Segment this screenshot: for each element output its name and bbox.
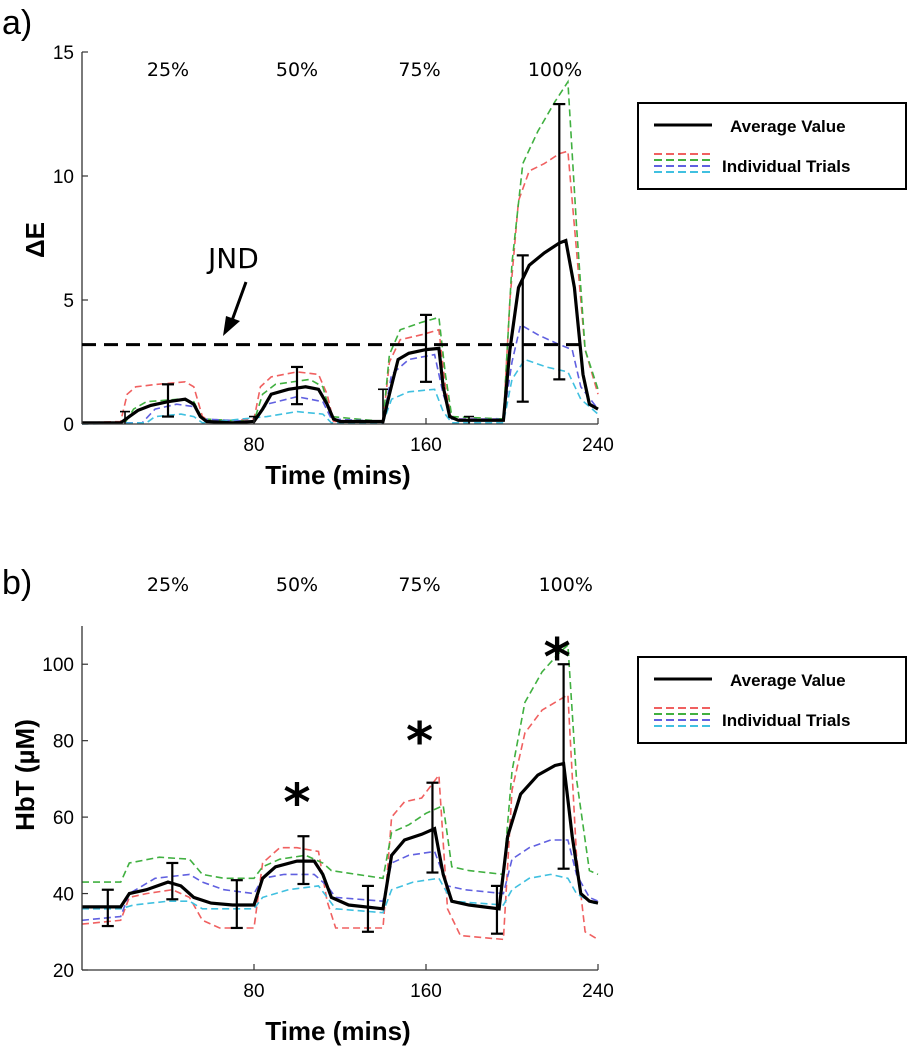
- phase-label: 75%: [398, 59, 440, 81]
- error-bar: [490, 884, 503, 935]
- legend-average-label: Average Value: [730, 117, 846, 136]
- x-tick-label: 240: [582, 981, 614, 1002]
- panel-b-label: b): [2, 564, 32, 602]
- y-tick-label: 15: [53, 43, 74, 64]
- error-bar: [230, 879, 243, 930]
- y-tick-label: 5: [63, 291, 74, 312]
- legend-trials-label: Individual Trials: [722, 711, 850, 730]
- average-value-line: [82, 761, 599, 911]
- panel-a-label: a): [2, 4, 32, 42]
- y-tick-label: 80: [53, 732, 74, 753]
- individual-trial-line-2: [82, 643, 599, 883]
- error-bar: [557, 663, 570, 870]
- jnd-label: JND: [206, 242, 259, 275]
- phase-label: 25%: [147, 574, 189, 596]
- error-bar: [101, 888, 114, 928]
- legend-trials-label: Individual Trials: [722, 157, 850, 176]
- x-tick-label: 80: [243, 981, 264, 1002]
- phase-label: 50%: [276, 59, 318, 81]
- error-bar: [162, 383, 174, 418]
- legend-trials-swatch: [654, 707, 712, 727]
- average-value-line: [82, 238, 599, 425]
- error-bar: [166, 861, 179, 901]
- individual-trial-line-4: [81, 358, 599, 425]
- y-tick-label: 10: [53, 167, 74, 188]
- phase-label: 100%: [528, 59, 582, 81]
- y-tick-label: 20: [53, 961, 74, 982]
- jnd-arrow: [223, 281, 248, 336]
- panel-a-x-axis-label: Time (mins): [265, 460, 410, 490]
- error-bar: [361, 884, 374, 933]
- y-tick-label: 0: [63, 415, 74, 436]
- individual-trial-line-4: [82, 873, 599, 914]
- individual-trial-line-3: [82, 323, 599, 424]
- range-mark: [378, 388, 388, 424]
- error-bar: [553, 102, 566, 381]
- range-mark: [464, 415, 474, 424]
- panel-a-y-axis-label: ΔE: [20, 222, 50, 258]
- individual-trial-line-2: [82, 79, 599, 424]
- x-tick-label: 240: [582, 435, 614, 456]
- x-tick-label: 80: [243, 435, 264, 456]
- individual-trial-line-3: [81, 839, 599, 922]
- x-tick-label: 160: [410, 981, 442, 1002]
- panel-a-legend: Average Value Individual Trials: [637, 102, 907, 190]
- individual-trial-line-1: [81, 150, 599, 424]
- error-bar: [291, 365, 303, 406]
- y-tick-label: 60: [53, 808, 74, 829]
- phase-label: 100%: [539, 574, 593, 596]
- phase-label: 25%: [147, 59, 189, 81]
- error-bar: [426, 781, 439, 874]
- panel-b-legend: Average Value Individual Trials: [637, 656, 907, 744]
- range-mark: [120, 410, 130, 424]
- significance-star: *: [283, 773, 310, 833]
- y-tick-label: 100: [42, 655, 74, 676]
- legend-average-label: Average Value: [730, 671, 846, 690]
- individual-trial-line-1: [81, 693, 599, 941]
- y-tick-label: 40: [53, 885, 74, 906]
- phase-label: 50%: [276, 574, 318, 596]
- significance-star: *: [544, 628, 571, 688]
- error-bar: [420, 313, 432, 383]
- significance-star: *: [406, 712, 433, 772]
- error-bar: [516, 254, 529, 403]
- error-bar: [297, 835, 310, 886]
- legend-trials-swatch: [654, 153, 712, 173]
- x-tick-label: 160: [410, 435, 442, 456]
- panel-a-chart: a) 80 160 240 0 5 10 15 JND Time (mins) ΔE 25%…: [2, 4, 907, 490]
- panel-b-x-axis-label: Time (mins): [265, 1016, 410, 1046]
- phase-label: 75%: [398, 574, 440, 596]
- panel-b-chart: b) 80 160 240 20 40 60 80 100 25% 50% 75% 100% * * *…: [2, 564, 907, 1046]
- panel-b-y-axis-label: HbT (µM): [10, 719, 40, 831]
